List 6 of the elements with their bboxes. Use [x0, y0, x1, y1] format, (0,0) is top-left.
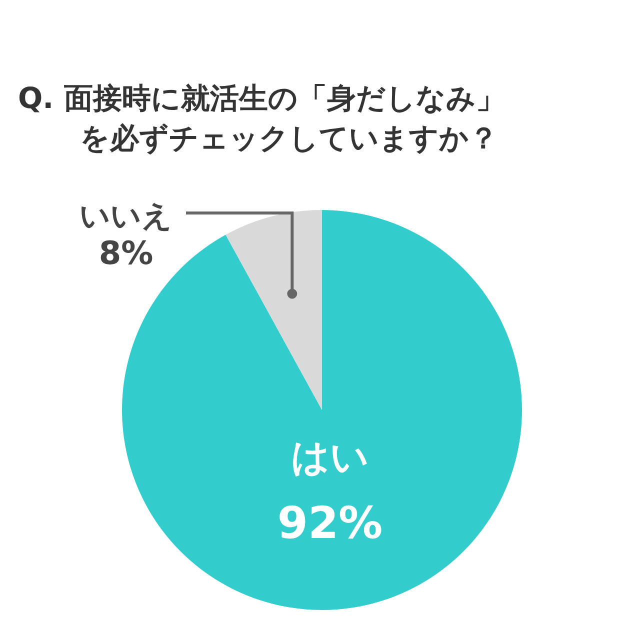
pie-slice: [226, 210, 322, 410]
data-label: 92%: [277, 498, 383, 549]
data-label: 8%: [98, 234, 154, 272]
slice-label: いいえ: [80, 199, 172, 234]
chart-title: Q. 面接時に就活生の「身だしなみ」を必ずチェックしていますか？: [18, 81, 505, 155]
slice-label: はい: [291, 435, 369, 479]
